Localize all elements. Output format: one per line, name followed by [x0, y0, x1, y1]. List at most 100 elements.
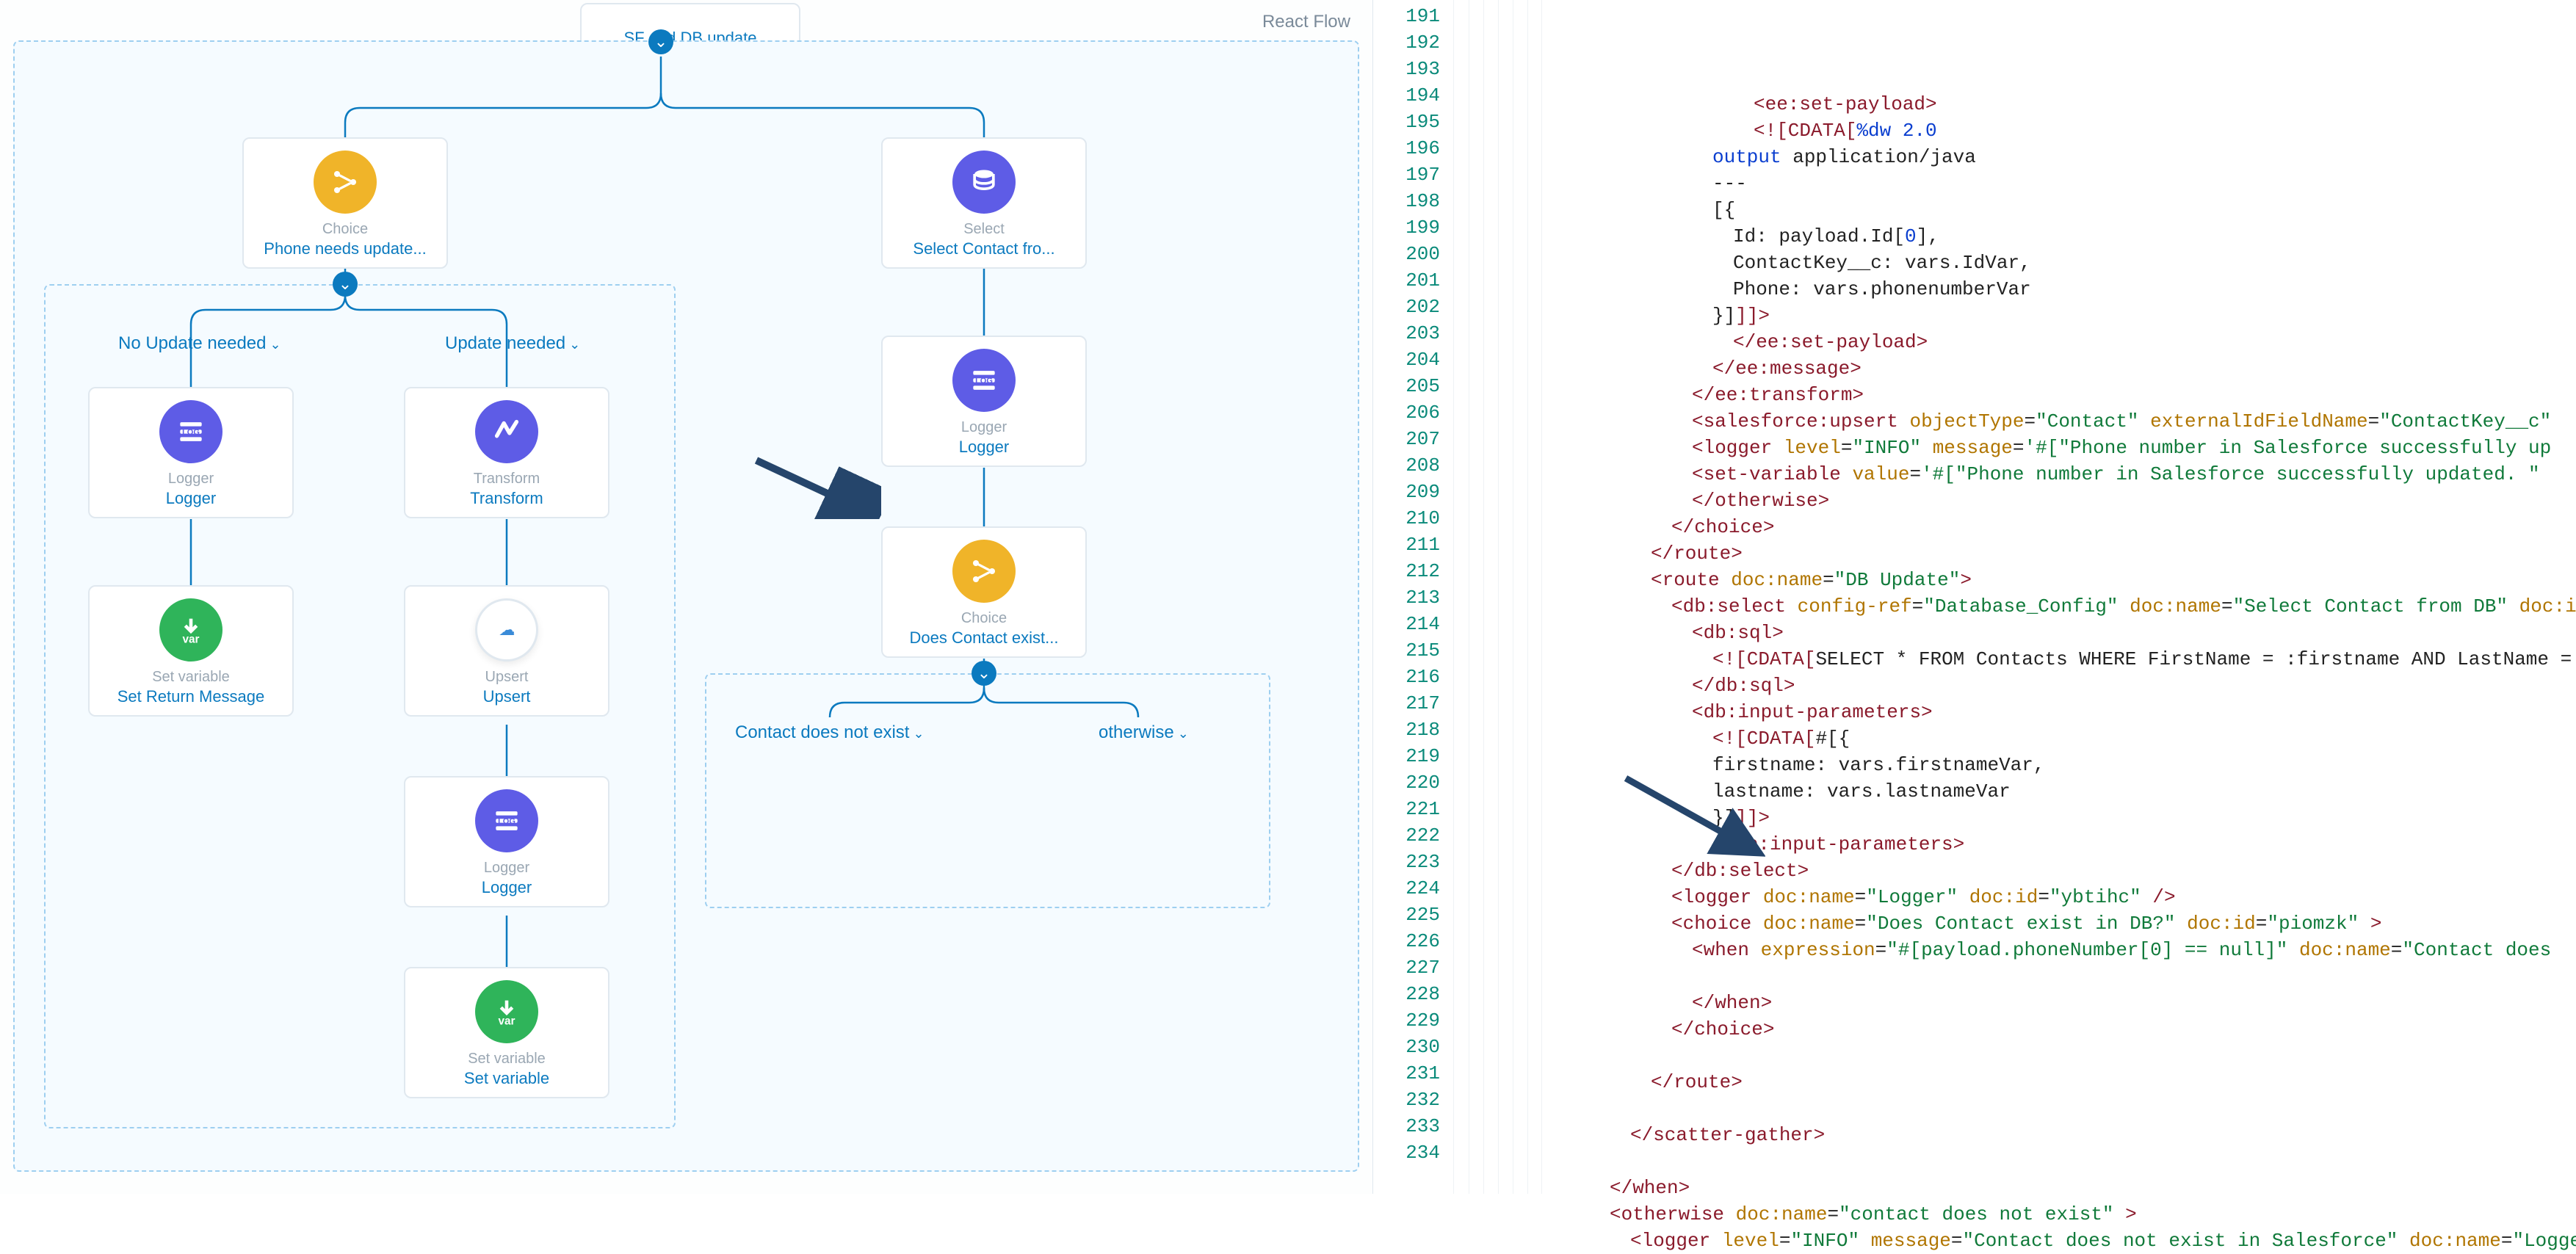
svg-text:var: var — [498, 1015, 515, 1027]
code-line[interactable]: <otherwise doc:name="contact does not ex… — [1548, 1201, 2576, 1228]
line-number-gutter: 1911921931941951961971981992002012022032… — [1373, 0, 1454, 1194]
code-line[interactable]: <logger doc:name="Logger" doc:id="ybtihc… — [1548, 884, 2576, 910]
logger-left-node[interactable]: LOG Logger Logger — [88, 387, 294, 518]
node-type: Logger — [891, 419, 1077, 436]
code-line[interactable]: </when> — [1548, 1175, 2576, 1201]
code-line[interactable]: <route doc:name="DB Update"> — [1548, 567, 2576, 593]
select-node[interactable]: Select Select Contact fro... — [881, 137, 1087, 269]
code-line[interactable]: Id: payload.Id[0], — [1548, 223, 2576, 250]
code-line[interactable]: <when expression="#[payload.phoneNumber[… — [1548, 937, 2576, 963]
line-number: 199 — [1373, 214, 1440, 241]
code-line[interactable]: <db:sql> — [1548, 620, 2576, 646]
code-area[interactable]: <ee:set-payload><![CDATA[%dw 2.0output a… — [1542, 0, 2576, 1194]
code-line[interactable]: ContactKey__c: vars.IdVar, — [1548, 250, 2576, 276]
line-number: 191 — [1373, 3, 1440, 29]
line-number: 228 — [1373, 981, 1440, 1007]
set-variable-icon: var — [475, 980, 538, 1043]
code-line[interactable]: [{ — [1548, 197, 2576, 223]
code-line[interactable]: }]]]> — [1548, 302, 2576, 329]
transform-node[interactable]: Transform Transform — [404, 387, 609, 518]
node-label: Logger — [891, 438, 1077, 457]
line-number: 202 — [1373, 294, 1440, 320]
choice-contact-node[interactable]: Choice Does Contact exist... — [881, 526, 1087, 658]
branch-update[interactable]: Update needed — [441, 332, 585, 355]
line-number: 205 — [1373, 373, 1440, 399]
code-line[interactable]: <![CDATA[%dw 2.0 — [1548, 117, 2576, 144]
code-line[interactable]: <choice doc:name="Does Contact exist in … — [1548, 910, 2576, 937]
code-line[interactable]: </ee:transform> — [1548, 382, 2576, 408]
code-line[interactable] — [1548, 1095, 2576, 1122]
code-line[interactable]: </db:sql> — [1548, 673, 2576, 699]
code-line[interactable]: <![CDATA[#[{ — [1548, 725, 2576, 752]
line-number: 195 — [1373, 109, 1440, 135]
node-label: Logger — [414, 878, 599, 897]
branch-no-update[interactable]: No Update needed — [114, 332, 286, 355]
code-line[interactable]: <db:input-parameters> — [1548, 699, 2576, 725]
code-line[interactable]: <salesforce:upsert objectType="Contact" … — [1548, 408, 2576, 435]
svg-text:LOG: LOG — [975, 377, 993, 385]
code-line[interactable]: <set-variable value='#["Phone number in … — [1548, 461, 2576, 488]
code-line[interactable] — [1548, 1043, 2576, 1069]
code-line[interactable]: </scatter-gather> — [1548, 1122, 2576, 1148]
flow-canvas[interactable]: ⌄ — [13, 40, 1359, 1172]
line-number: 225 — [1373, 902, 1440, 928]
upsert-node[interactable]: ☁ Upsert Upsert — [404, 585, 609, 717]
choice-phone-node[interactable]: Choice Phone needs update... — [242, 137, 448, 269]
code-line[interactable]: firstname: vars.firstnameVar, — [1548, 752, 2576, 778]
line-number: 210 — [1373, 505, 1440, 532]
line-number: 232 — [1373, 1087, 1440, 1113]
branch-otherwise[interactable]: otherwise — [1094, 721, 1193, 744]
setvar-node[interactable]: var Set variable Set variable — [404, 967, 609, 1098]
line-number: 197 — [1373, 162, 1440, 188]
code-line[interactable]: --- — [1548, 170, 2576, 197]
line-number: 229 — [1373, 1007, 1440, 1034]
code-line[interactable]: }]]]> — [1548, 805, 2576, 831]
code-line[interactable]: output application/java — [1548, 144, 2576, 170]
line-number: 217 — [1373, 690, 1440, 717]
setvar-return-node[interactable]: var Set variable Set Return Message — [88, 585, 294, 717]
logger-right-node[interactable]: LOG Logger Logger — [881, 336, 1087, 467]
line-number: 211 — [1373, 532, 1440, 558]
node-type: Set variable — [98, 669, 283, 686]
flow-panel: React Flow scatter-gather SF and DB upda… — [0, 0, 1373, 1194]
code-line[interactable] — [1548, 1148, 2576, 1175]
code-line[interactable]: lastname: vars.lastnameVar — [1548, 778, 2576, 805]
choice-chevron-icon[interactable]: ⌄ — [333, 272, 358, 297]
code-line[interactable]: <logger level="INFO" message="Contact do… — [1548, 1228, 2576, 1254]
line-number: 213 — [1373, 584, 1440, 611]
code-line[interactable]: </choice> — [1548, 1016, 2576, 1043]
code-line[interactable]: </choice> — [1548, 514, 2576, 540]
fold-column — [1454, 0, 1542, 1194]
line-number: 207 — [1373, 426, 1440, 452]
line-number: 215 — [1373, 637, 1440, 664]
code-line[interactable]: </db:input-parameters> — [1548, 831, 2576, 858]
code-line[interactable]: </route> — [1548, 540, 2576, 567]
choice-chevron-icon[interactable]: ⌄ — [972, 661, 996, 686]
salesforce-icon: ☁ — [475, 598, 538, 662]
code-line[interactable]: </otherwise> — [1548, 488, 2576, 514]
line-number: 223 — [1373, 849, 1440, 875]
code-line[interactable]: <![CDATA[SELECT * FROM Contacts WHERE Fi… — [1548, 646, 2576, 673]
node-type: Transform — [414, 471, 599, 488]
logger-mid-node[interactable]: LOG Logger Logger — [404, 776, 609, 907]
code-line[interactable]: Phone: vars.phonenumberVar — [1548, 276, 2576, 302]
code-line[interactable]: <db:select config-ref="Database_Config" … — [1548, 593, 2576, 620]
branch-contact-not-exist[interactable]: Contact does not exist — [731, 721, 929, 744]
code-line[interactable]: </ee:message> — [1548, 355, 2576, 382]
line-number: 200 — [1373, 241, 1440, 267]
node-label: Set variable — [414, 1069, 599, 1088]
line-number: 194 — [1373, 82, 1440, 109]
node-type: Logger — [414, 860, 599, 877]
code-line[interactable]: </ee:set-payload> — [1548, 329, 2576, 355]
code-line[interactable] — [1548, 963, 2576, 990]
line-number: 212 — [1373, 558, 1440, 584]
code-line[interactable]: </when> — [1548, 990, 2576, 1016]
node-label: Logger — [98, 489, 283, 508]
expand-chevron-icon[interactable]: ⌄ — [648, 29, 673, 54]
code-line[interactable]: </route> — [1548, 1069, 2576, 1095]
code-line[interactable]: <logger level="INFO" message='#["Phone n… — [1548, 435, 2576, 461]
node-type: Select — [891, 221, 1077, 238]
code-line[interactable]: </db:select> — [1548, 858, 2576, 884]
line-number: 209 — [1373, 479, 1440, 505]
code-line[interactable]: <ee:set-payload> — [1548, 91, 2576, 117]
